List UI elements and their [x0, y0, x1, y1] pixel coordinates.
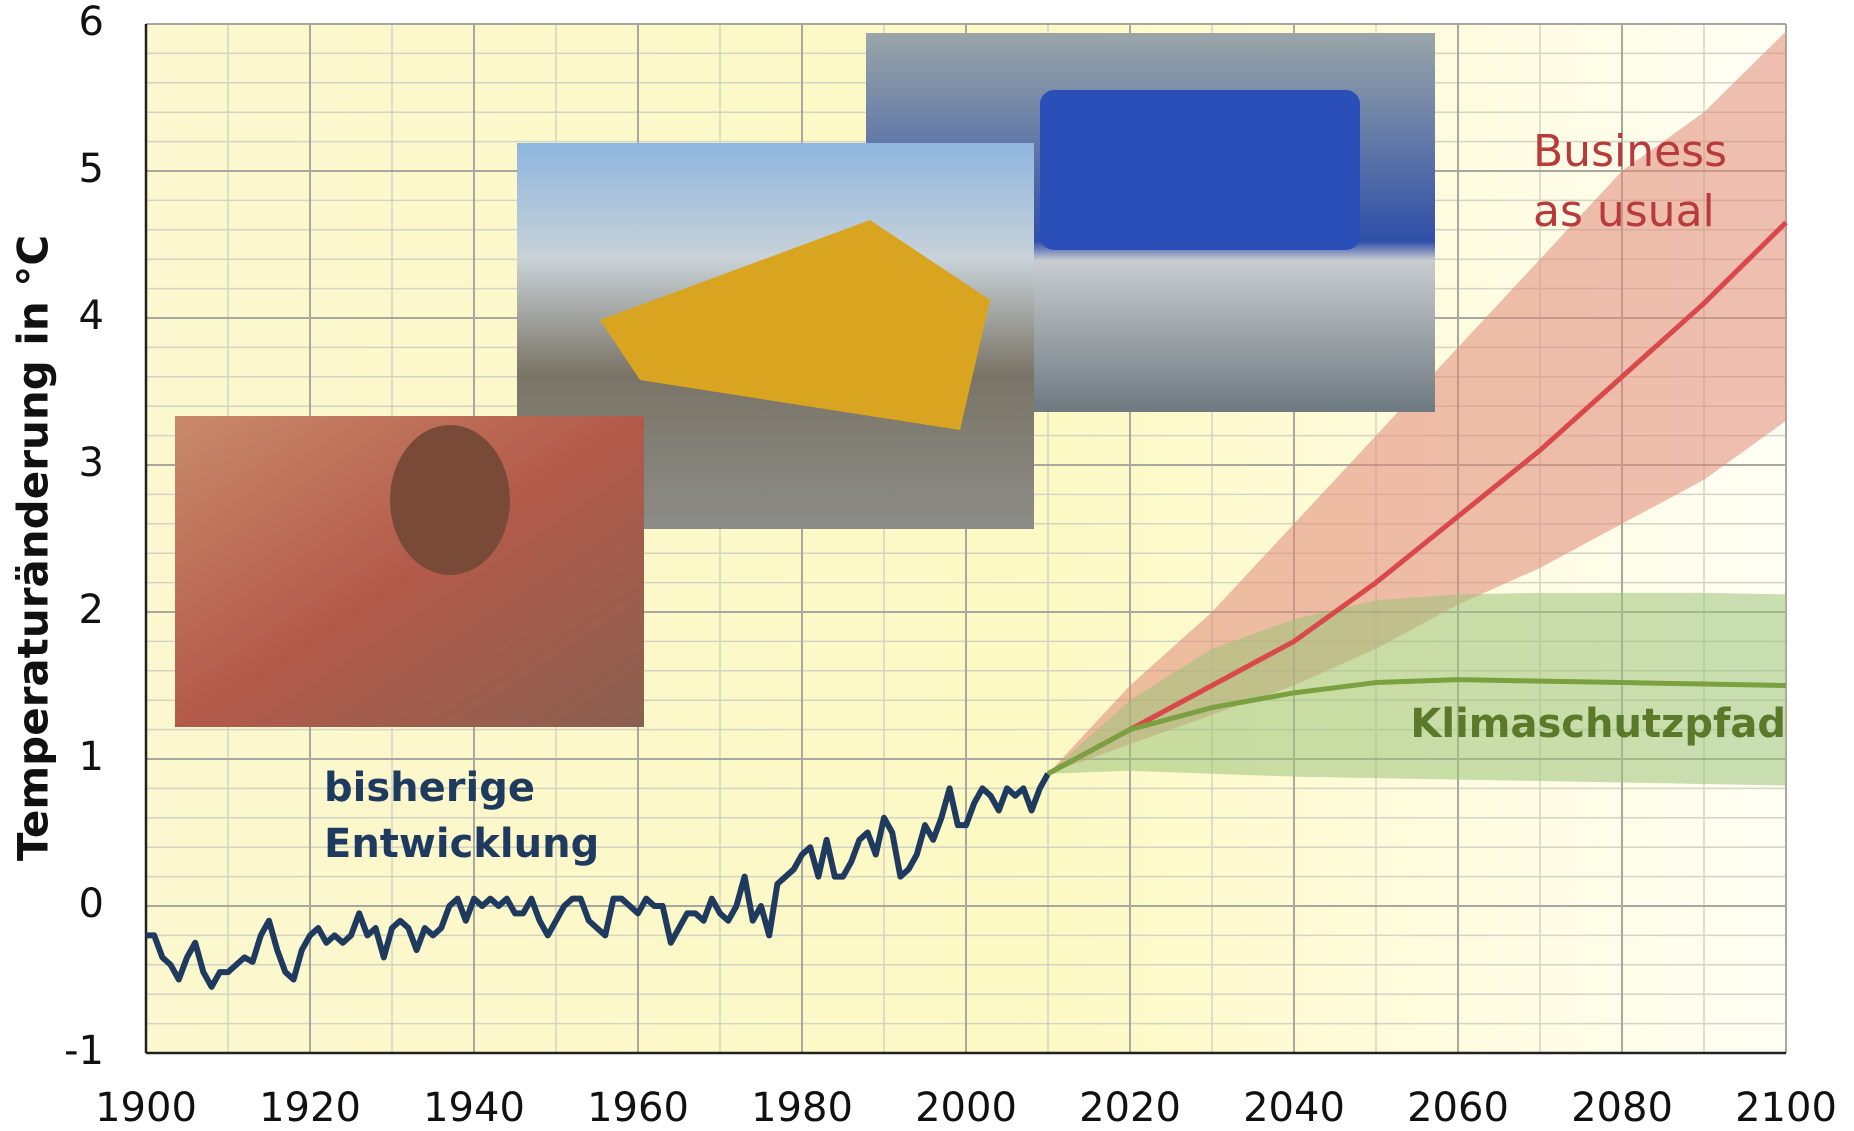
x-tick-label: 1900 — [95, 1085, 197, 1131]
photo-vehicle — [1040, 90, 1360, 250]
x-tick-label: 2080 — [1571, 1085, 1673, 1131]
y-tick-label: 6 — [79, 0, 104, 45]
y-tick-label: 5 — [79, 146, 104, 192]
uncertainty-band — [1048, 592, 1786, 786]
y-tick-label: 2 — [79, 587, 104, 633]
photo-bus-body — [600, 220, 990, 430]
x-tick-label: 2060 — [1407, 1085, 1509, 1131]
series-label: as usual — [1533, 186, 1715, 237]
photo-face — [390, 425, 510, 575]
y-tick-label: -1 — [64, 1028, 104, 1074]
series-label: bisherige — [324, 765, 535, 811]
x-tick-label: 2000 — [915, 1085, 1017, 1131]
x-tick-label: 1940 — [423, 1085, 525, 1131]
series-label: Entwicklung — [324, 821, 599, 867]
y-tick-label: 4 — [79, 293, 104, 339]
x-tick-label: 1960 — [587, 1085, 689, 1131]
x-tick-label: 2020 — [1079, 1085, 1181, 1131]
photos — [175, 33, 1435, 727]
y-tick-label: 0 — [79, 881, 104, 927]
y-tick-label: 1 — [79, 734, 104, 780]
series-line — [1046, 677, 1787, 776]
y-axis-label: Temperaturänderung in °C — [9, 235, 58, 861]
x-tick-label: 2040 — [1243, 1085, 1345, 1131]
series-line — [146, 772, 1051, 990]
x-tick-label: 1920 — [259, 1085, 361, 1131]
y-tick-label: 3 — [79, 440, 104, 486]
x-tick-label: 2100 — [1735, 1085, 1837, 1131]
series-label: Klimaschutzpfad — [1410, 701, 1786, 747]
series-label: Business — [1533, 126, 1727, 177]
series-line — [1046, 220, 1788, 776]
x-tick-label: 1980 — [751, 1085, 853, 1131]
